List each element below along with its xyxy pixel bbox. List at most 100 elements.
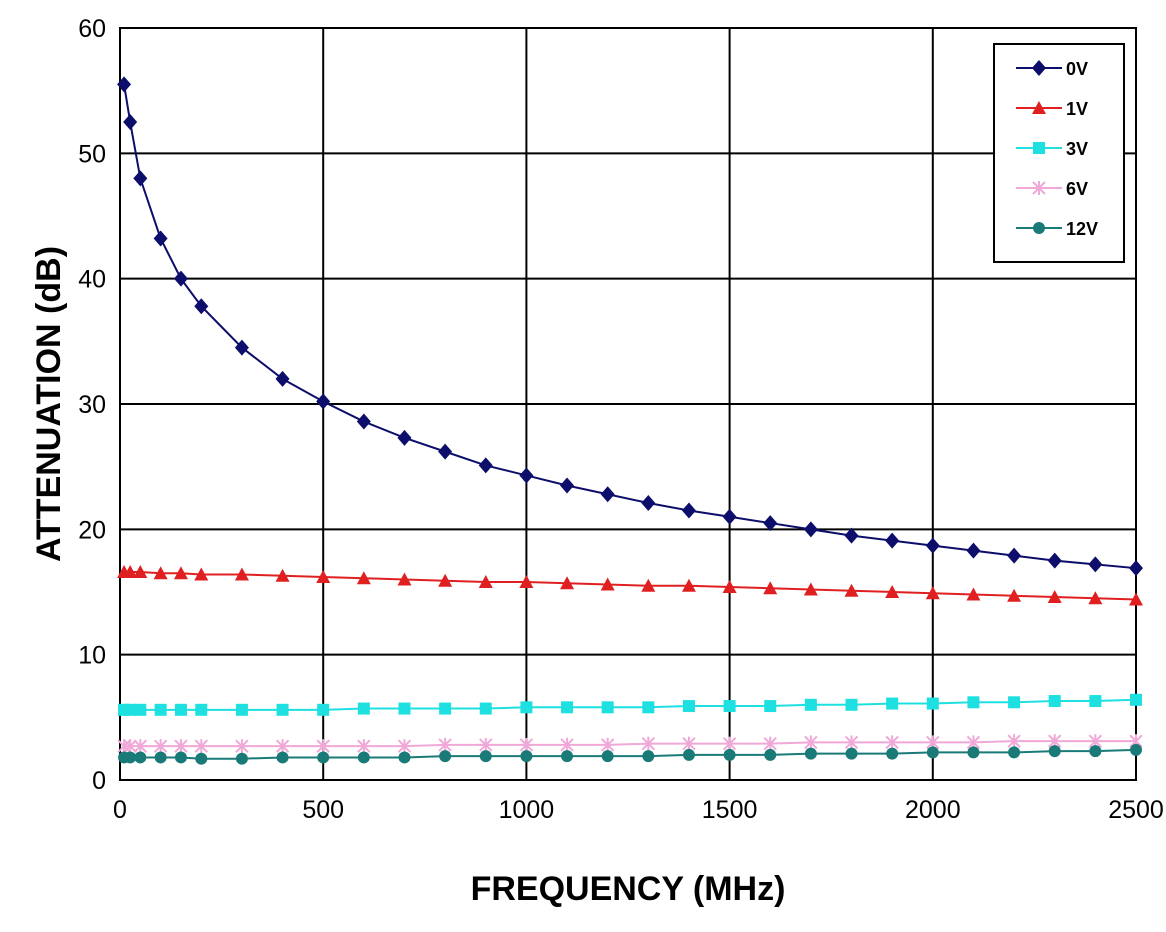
data-point xyxy=(397,572,412,586)
data-point xyxy=(682,748,695,761)
data-point xyxy=(478,457,493,474)
data-point xyxy=(1048,745,1061,758)
data-point xyxy=(276,751,289,764)
data-point xyxy=(601,750,614,763)
data-point xyxy=(844,527,859,544)
data-point xyxy=(600,486,615,503)
y-tick-label: 20 xyxy=(78,516,106,544)
data-point xyxy=(479,750,492,763)
data-point xyxy=(235,739,249,754)
data-point xyxy=(134,751,147,764)
data-point xyxy=(560,477,575,494)
data-point xyxy=(681,502,696,519)
data-point xyxy=(519,467,534,484)
data-point xyxy=(173,566,188,580)
data-point xyxy=(1007,547,1022,564)
data-point xyxy=(123,114,138,130)
data-point xyxy=(397,739,412,754)
data-point xyxy=(1129,560,1143,577)
legend-label: 6V xyxy=(1066,179,1088,199)
data-point xyxy=(641,736,656,751)
data-point xyxy=(479,737,493,752)
data-point xyxy=(561,750,574,763)
data-point xyxy=(723,748,736,761)
data-point xyxy=(194,298,209,315)
data-point xyxy=(123,739,137,754)
data-point xyxy=(886,697,899,710)
x-tick-label: 0 xyxy=(113,796,127,824)
data-point xyxy=(560,737,574,752)
y-tick-label: 10 xyxy=(78,642,106,670)
legend-item-12v: 12V xyxy=(1016,219,1098,239)
series-1v xyxy=(117,564,1143,606)
data-point xyxy=(519,574,534,588)
data-point xyxy=(275,370,290,387)
data-point xyxy=(886,747,899,760)
data-point xyxy=(763,581,778,595)
x-tick-label: 2500 xyxy=(1108,796,1164,824)
data-point xyxy=(600,577,615,591)
data-point xyxy=(1048,695,1061,708)
data-point xyxy=(123,564,138,578)
data-point xyxy=(235,703,248,716)
data-point xyxy=(1047,552,1062,569)
data-point xyxy=(124,703,137,716)
data-point xyxy=(397,429,412,446)
data-point xyxy=(723,700,736,713)
data-point xyxy=(682,700,695,713)
series-line xyxy=(124,570,1137,601)
data-point xyxy=(154,703,167,716)
data-point xyxy=(763,515,778,532)
data-point xyxy=(1007,734,1021,749)
data-point xyxy=(885,585,900,598)
legend-swatch-marker xyxy=(1033,222,1045,234)
data-point xyxy=(844,735,859,750)
data-point xyxy=(804,698,817,711)
data-point xyxy=(967,746,980,759)
data-point xyxy=(682,736,696,751)
data-point xyxy=(234,567,249,581)
data-point xyxy=(195,703,208,716)
data-point xyxy=(439,750,452,763)
data-point xyxy=(1130,743,1142,756)
x-tick-label: 2000 xyxy=(905,796,961,824)
data-point xyxy=(478,574,493,588)
data-point xyxy=(317,703,330,716)
data-point xyxy=(925,537,940,554)
data-point xyxy=(316,569,331,583)
data-point xyxy=(1089,745,1102,758)
legend-label: 0V xyxy=(1066,59,1088,79)
data-point xyxy=(174,751,187,764)
data-point xyxy=(641,578,656,592)
data-point xyxy=(519,737,534,752)
data-point xyxy=(275,739,290,754)
data-point xyxy=(173,270,188,287)
data-point xyxy=(561,701,574,714)
legend-swatch-marker xyxy=(1032,181,1046,195)
data-point xyxy=(1088,556,1103,573)
data-point xyxy=(133,739,148,754)
data-point xyxy=(438,737,452,752)
data-point xyxy=(722,736,737,751)
data-point xyxy=(804,735,818,750)
y-tick-label: 40 xyxy=(78,266,106,294)
data-point xyxy=(133,170,148,187)
data-point xyxy=(520,701,533,714)
x-axis-title: FREQUENCY (MHz) xyxy=(471,870,786,908)
legend-item-3v: 3V xyxy=(1016,139,1088,159)
data-point xyxy=(1008,696,1021,709)
legend-label: 1V xyxy=(1066,99,1088,119)
data-point xyxy=(438,443,453,460)
y-tick-label: 30 xyxy=(78,391,106,419)
legend-label: 12V xyxy=(1066,219,1098,239)
data-point xyxy=(438,573,453,587)
data-point xyxy=(722,508,737,525)
data-point xyxy=(356,571,371,585)
data-point xyxy=(117,76,132,93)
data-point xyxy=(763,736,777,751)
data-point xyxy=(174,739,188,754)
data-point xyxy=(844,583,859,597)
data-point xyxy=(118,703,131,716)
data-point xyxy=(275,568,290,582)
